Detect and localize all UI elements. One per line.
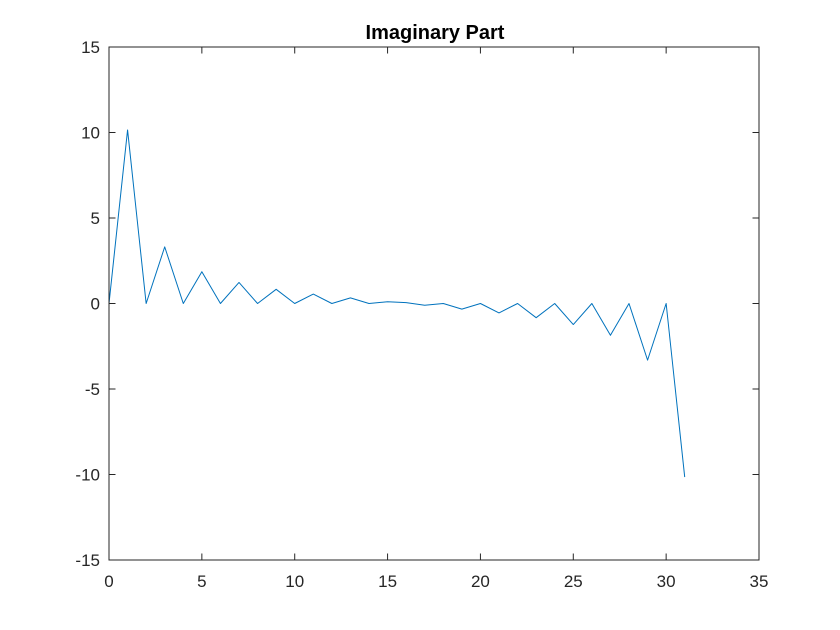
x-tick-label: 0 (104, 572, 113, 591)
y-tick-label: 15 (81, 38, 100, 57)
x-tick-label: 35 (750, 572, 769, 591)
y-tick-label: 5 (91, 209, 100, 228)
axes-background (109, 47, 759, 560)
y-tick-label: -10 (75, 466, 100, 485)
plot-area: 0 5 10 15 20 25 30 35 -15 -10 -5 0 5 10 15 (75, 38, 768, 591)
chart-title: Imaginary Part (366, 22, 505, 44)
x-tick-label: 5 (197, 572, 206, 591)
y-tick-label: -15 (75, 551, 100, 570)
y-tick-label: -5 (85, 380, 100, 399)
x-tick-label: 20 (471, 572, 490, 591)
x-tick-label: 15 (378, 572, 397, 591)
series-line-0 (108, 129, 686, 478)
x-tick-label: 25 (564, 572, 583, 591)
y-tick-label: 10 (81, 124, 100, 143)
x-tick-label: 30 (657, 572, 676, 591)
y-tick-label: 0 (91, 295, 100, 314)
x-tick-label: 10 (285, 572, 304, 591)
